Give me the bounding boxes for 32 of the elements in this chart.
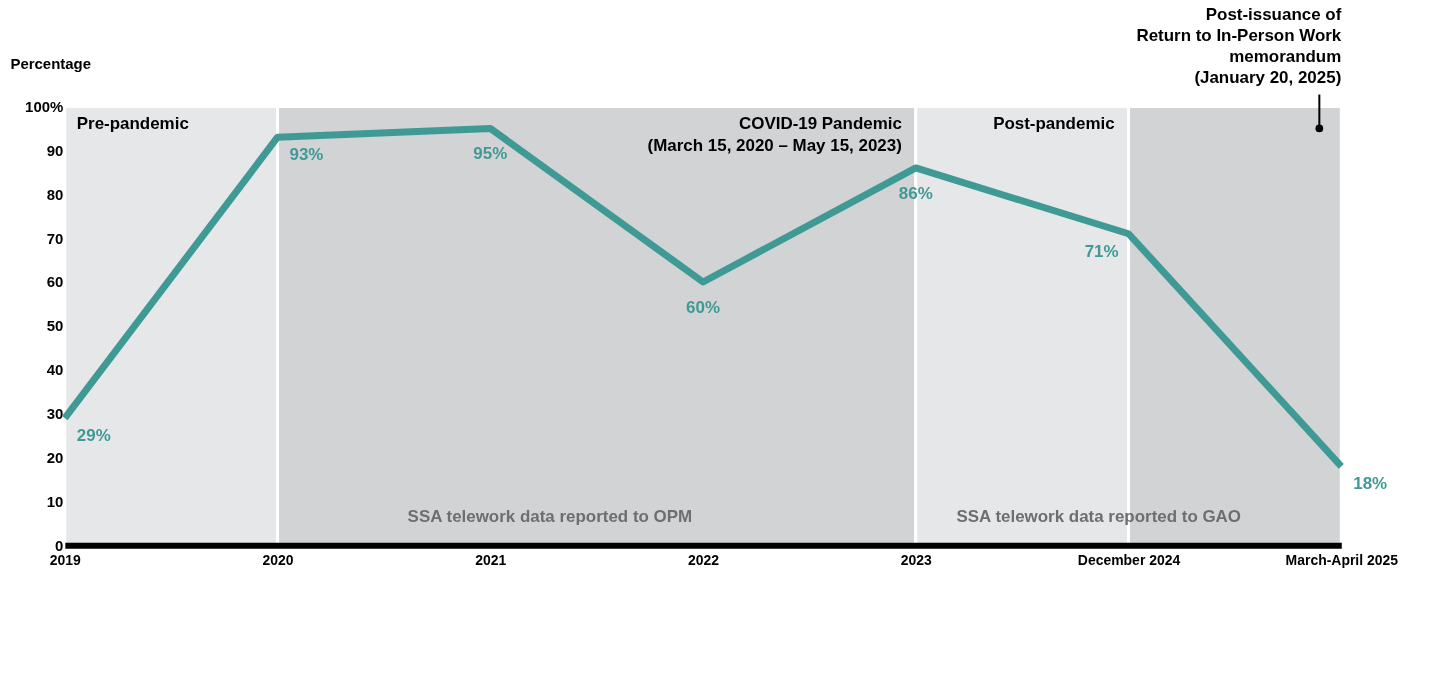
x-tick-label: 2020 — [262, 551, 294, 568]
y-tick-label: 0 — [55, 536, 64, 554]
y-tick-label: 60 — [46, 273, 64, 291]
x-tick-label: December 2024 — [1077, 551, 1181, 568]
y-tick-label: 100% — [25, 97, 64, 115]
band-label: Post-issuance of Return to In-Person Work memorandum (January 20, 2025) — [1136, 4, 1342, 87]
band-label: Pre-pandemic — [76, 114, 189, 134]
band-label: Post-pandemic — [993, 114, 1115, 134]
data-label: 29% — [76, 425, 111, 445]
data-label: 71% — [1084, 241, 1119, 261]
y-tick-label: 90 — [46, 141, 64, 159]
band-label: COVID-19 Pandemic (March 15, 2020 – May 15, 2023) — [647, 114, 902, 156]
data-label: 60% — [686, 297, 720, 317]
data-label: 95% — [473, 144, 508, 164]
y-tick-label: 20 — [46, 449, 64, 467]
annotation: SSA telework data reported to OPM — [407, 506, 693, 526]
x-tick-label: March-April 2025 — [1285, 551, 1399, 568]
y-tick-label: 70 — [46, 229, 64, 247]
y-tick-label: 80 — [46, 185, 64, 203]
data-label: 86% — [898, 183, 933, 203]
x-tick-label: 2019 — [49, 551, 82, 568]
x-tick-label: 2021 — [475, 551, 507, 568]
x-tick-label: 2023 — [900, 551, 933, 568]
data-label: 18% — [1353, 474, 1388, 494]
annotation: SSA telework data reported to GAO — [956, 506, 1242, 526]
y-axis-title: Percentage — [10, 55, 92, 73]
x-tick-label: 2022 — [688, 551, 720, 568]
data-label: 93% — [289, 145, 324, 165]
y-tick-label: 10 — [46, 492, 64, 510]
y-tick-label: 40 — [46, 361, 64, 379]
y-tick-label: 30 — [46, 405, 64, 423]
y-tick-label: 50 — [46, 317, 64, 335]
